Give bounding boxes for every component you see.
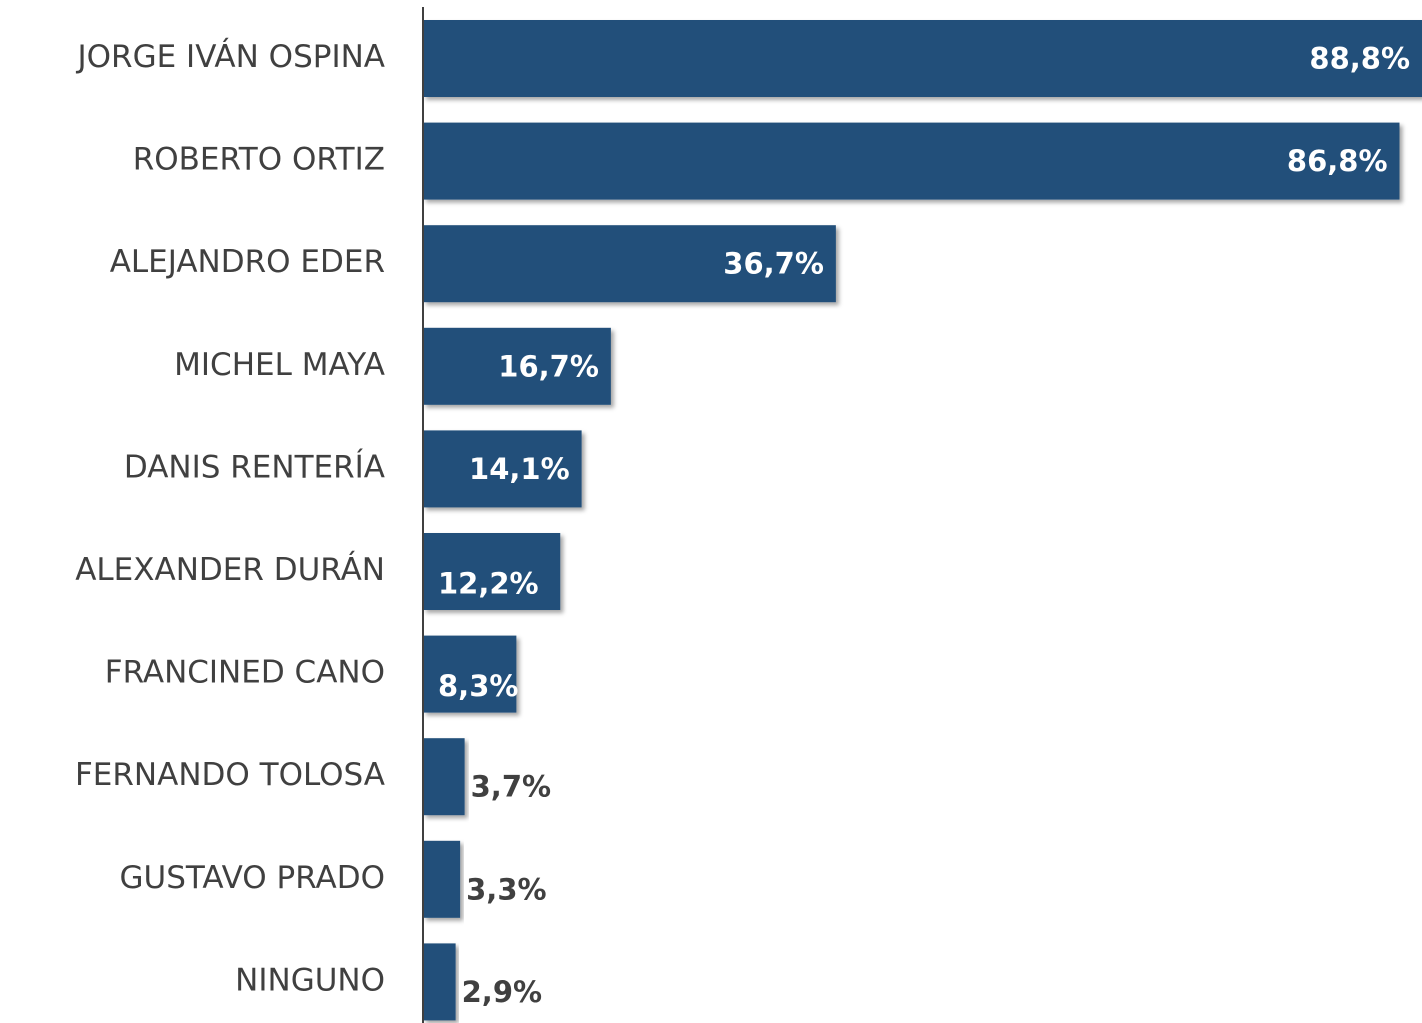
value-label: 12,2% <box>438 567 539 601</box>
bar <box>423 225 836 303</box>
bar <box>423 943 456 1021</box>
value-label: 8,3% <box>438 669 518 703</box>
bar <box>423 635 517 713</box>
value-label: 36,7% <box>723 247 824 281</box>
category-label: FRANCINED CANO <box>105 655 385 691</box>
category-label: DANIS RENTERÍA <box>124 449 385 485</box>
category-label: NINGUNO <box>235 962 385 998</box>
bar <box>423 122 1400 200</box>
bar <box>423 840 461 918</box>
category-label: MICHEL MAYA <box>174 347 385 383</box>
category-label: ROBERTO ORTIZ <box>133 142 385 178</box>
category-label: ALEXANDER DURÁN <box>75 552 385 588</box>
category-label: JORGE IVÁN OSPINA <box>76 39 385 75</box>
bar <box>423 327 611 405</box>
value-label: 3,7% <box>471 770 551 804</box>
value-label: 14,1% <box>469 452 570 486</box>
value-label: 3,3% <box>466 872 546 906</box>
value-label: 86,8% <box>1287 144 1388 178</box>
category-label: FERNANDO TOLOSA <box>75 757 385 793</box>
category-label: ALEJANDRO EDER <box>110 244 385 280</box>
bar <box>423 20 1422 97</box>
bar <box>423 738 465 816</box>
value-label: 16,7% <box>498 349 599 383</box>
value-label: 2,9% <box>462 975 542 1009</box>
category-label: GUSTAVO PRADO <box>119 860 385 896</box>
bar <box>423 533 561 610</box>
value-label: 88,8% <box>1309 42 1410 76</box>
bar <box>423 430 582 508</box>
